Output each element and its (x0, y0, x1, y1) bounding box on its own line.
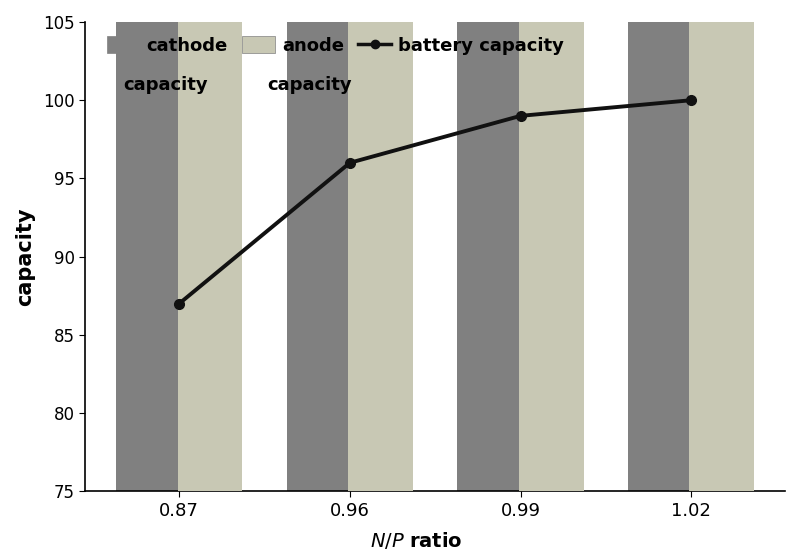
Bar (286, 0, 351, 491)
Bar (458, 0, 522, 491)
Bar (628, 0, 693, 491)
Text: capacity: capacity (123, 76, 208, 94)
Bar (116, 0, 181, 491)
Bar (690, 0, 754, 491)
Text: $\mathit{N/P}$ $\bf{ratio}$: $\mathit{N/P}$ $\bf{ratio}$ (370, 530, 462, 551)
Y-axis label: capacity: capacity (15, 207, 35, 306)
Text: capacity: capacity (267, 76, 351, 94)
Legend: cathode, anode, battery capacity: cathode, anode, battery capacity (102, 31, 570, 60)
Bar (348, 0, 413, 491)
Bar (178, 0, 242, 491)
Bar (519, 0, 584, 491)
